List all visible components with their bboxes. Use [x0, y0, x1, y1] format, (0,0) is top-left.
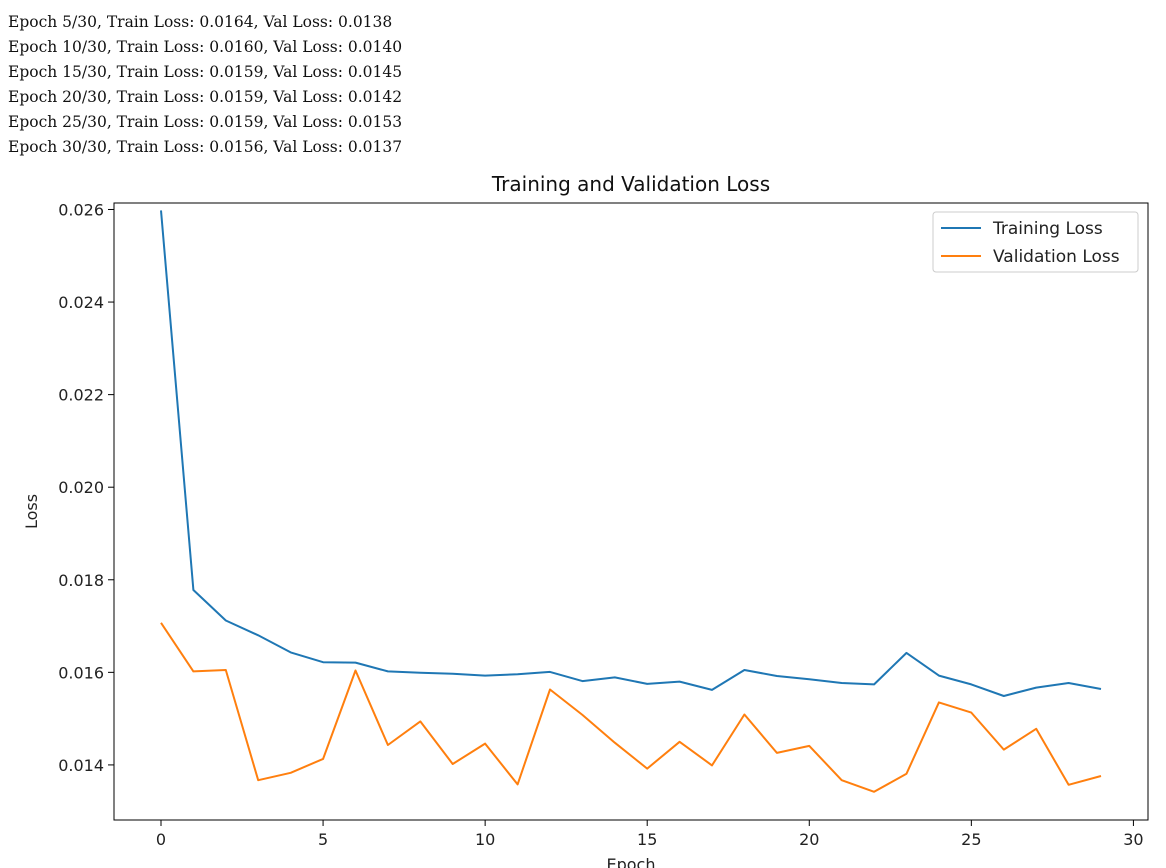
log-line: Epoch 15/30, Train Loss: 0.0159, Val Los…	[8, 63, 403, 81]
log-line: Epoch 30/30, Train Loss: 0.0156, Val Los…	[8, 138, 403, 156]
x-axis: 0 5 10 15 20 25 30	[156, 820, 1144, 849]
plot-lines	[160, 210, 1102, 793]
log-output: Epoch 5/30, Train Loss: 0.0164, Val Loss…	[8, 10, 402, 160]
x-tick-label: 20	[799, 830, 819, 849]
y-axis-title: Loss	[22, 494, 41, 529]
y-tick-label: 0.026	[58, 200, 104, 219]
x-tick-label: 0	[156, 830, 166, 849]
log-line: Epoch 5/30, Train Loss: 0.0164, Val Loss…	[8, 13, 393, 31]
y-axis: 0.014 0.016 0.018 0.020 0.022 0.024 0.026	[58, 200, 114, 775]
y-tick-label: 0.014	[58, 756, 104, 775]
y-tick-label: 0.016	[58, 663, 104, 682]
y-tick-label: 0.020	[58, 478, 104, 497]
legend-box	[932, 211, 1139, 273]
series-line-0	[160, 210, 1102, 697]
plot-frame	[113, 202, 1149, 821]
series-line-1	[160, 622, 1102, 793]
log-line: Epoch 10/30, Train Loss: 0.0160, Val Los…	[8, 38, 403, 56]
legend-label: Validation Loss	[993, 247, 1120, 267]
x-tick-label: 25	[961, 830, 981, 849]
log-line: Epoch 20/30, Train Loss: 0.0159, Val Los…	[8, 88, 403, 106]
x-tick-label: 5	[318, 830, 328, 849]
x-tick-label: 10	[475, 830, 495, 849]
y-tick-label: 0.018	[58, 571, 104, 590]
x-tick-label: 15	[637, 830, 657, 849]
y-tick-label: 0.024	[58, 293, 104, 312]
x-tick-label: 30	[1123, 830, 1143, 849]
chart-title: Training and Validation Loss	[491, 172, 770, 196]
y-tick-label: 0.022	[58, 386, 104, 405]
x-axis-title: Epoch	[607, 855, 656, 868]
legend: Training Loss Validation Loss	[932, 211, 1139, 273]
log-line: Epoch 25/30, Train Loss: 0.0159, Val Los…	[8, 113, 403, 131]
legend-label: Training Loss	[992, 219, 1103, 239]
